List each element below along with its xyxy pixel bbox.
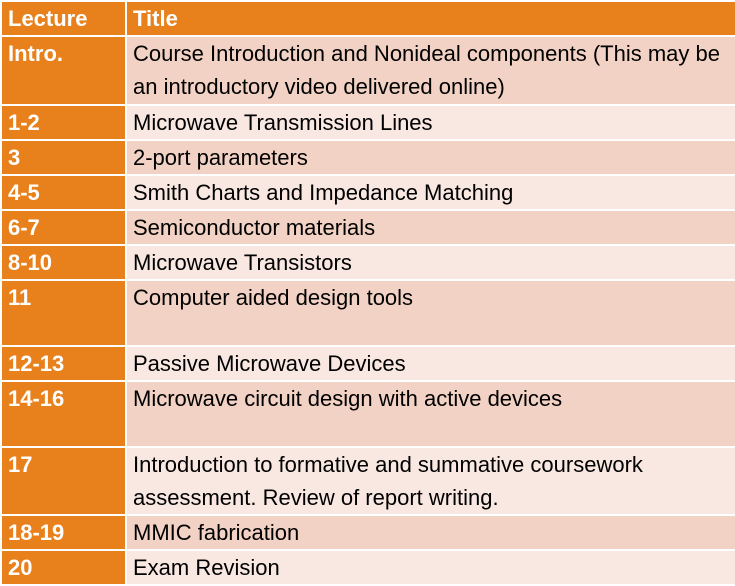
lecture-number-cell: Intro. — [0, 35, 127, 106]
lecture-title-cell: Microwave circuit design with active dev… — [125, 380, 735, 448]
table-row: 11 Computer aided design tools — [0, 279, 735, 347]
table-row: Intro. Course Introduction and Nonideal c… — [0, 35, 735, 106]
header-lecture: Lecture — [0, 0, 127, 37]
lecture-number-cell: 6-7 — [0, 209, 127, 246]
lecture-number-cell: 14-16 — [0, 380, 127, 448]
lecture-title-cell: Exam Revision — [125, 549, 735, 586]
table-row: 20 Exam Revision — [0, 549, 735, 586]
lecture-title-cell: Microwave Transmission Lines — [125, 104, 735, 141]
lecture-number-cell: 8-10 — [0, 244, 127, 281]
lecture-number-cell: 4-5 — [0, 174, 127, 211]
table-row: 4-5 Smith Charts and Impedance Matching — [0, 174, 735, 211]
lecture-number-cell: 11 — [0, 279, 127, 347]
lecture-title-cell: Computer aided design tools — [125, 279, 735, 347]
table-row: 1-2 Microwave Transmission Lines — [0, 104, 735, 141]
lecture-title-cell: Course Introduction and Nonideal compone… — [125, 35, 735, 106]
lecture-number-cell: 18-19 — [0, 514, 127, 551]
lecture-number-cell: 1-2 — [0, 104, 127, 141]
lecture-title-cell: Microwave Transistors — [125, 244, 735, 281]
header-row: Lecture Title — [0, 0, 735, 37]
table-row: 3 2-port parameters — [0, 139, 735, 176]
lecture-number-cell: 17 — [0, 446, 127, 516]
lecture-title-cell: 2-port parameters — [125, 139, 735, 176]
lecture-title-cell: Smith Charts and Impedance Matching — [125, 174, 735, 211]
lecture-title-cell: Passive Microwave Devices — [125, 345, 735, 382]
table-row: 6-7 Semiconductor materials — [0, 209, 735, 246]
table-row: 8-10 Microwave Transistors — [0, 244, 735, 281]
lecture-number-cell: 3 — [0, 139, 127, 176]
lecture-number-cell: 20 — [0, 549, 127, 586]
table-row: 18-19 MMIC fabrication — [0, 514, 735, 551]
header-title: Title — [125, 0, 735, 37]
table-row: 14-16 Microwave circuit design with activ… — [0, 380, 735, 448]
lecture-title-cell: Introduction to formative and summative … — [125, 446, 735, 516]
table-row: 12-13 Passive Microwave Devices — [0, 345, 735, 382]
lecture-title-cell: MMIC fabrication — [125, 514, 735, 551]
table-row: 17 Introduction to formative and summativ… — [0, 446, 735, 516]
lecture-number-cell: 12-13 — [0, 345, 127, 382]
lecture-title-cell: Semiconductor materials — [125, 209, 735, 246]
